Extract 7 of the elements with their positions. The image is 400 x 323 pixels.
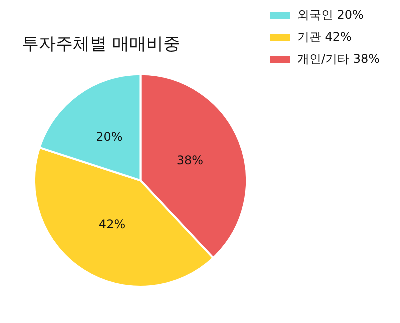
- legend-label: 기관 42%: [297, 30, 352, 44]
- data-label: 20%: [96, 130, 123, 144]
- legend-label: 개인/기타 38%: [297, 52, 380, 66]
- text: 투자주체별 매매비중: [22, 34, 180, 55]
- data-label: 38%: [176, 153, 204, 168]
- legend-label: 외국인 20%: [297, 8, 364, 22]
- data-label: 42%: [98, 218, 126, 232]
